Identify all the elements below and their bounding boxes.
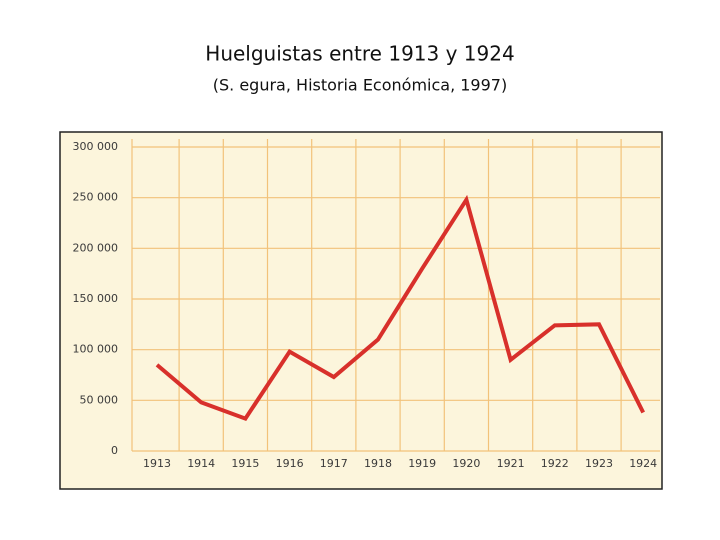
y-tick-label: 250 000: [73, 191, 119, 204]
x-tick-label: 1920: [452, 457, 480, 470]
x-tick-label: 1918: [364, 457, 392, 470]
plot-area: 0 50 000 100 000 150 000 200 000 250 000 300 0…: [73, 139, 660, 470]
x-tick-label: 1921: [497, 457, 525, 470]
x-tick-label: 1924: [629, 457, 657, 470]
y-tick-label: 100 000: [73, 343, 119, 356]
y-tick-label: 200 000: [73, 241, 119, 254]
x-tick-label: 1913: [143, 457, 171, 470]
x-tick-label: 1919: [408, 457, 436, 470]
chart-subtitle: (S. egura, Historia Económica, 1997): [213, 76, 507, 95]
x-tick-label: 1923: [585, 457, 613, 470]
y-tick-label: 0: [111, 444, 118, 457]
chart-frame: [59, 131, 663, 490]
y-tick-label: 50 000: [80, 393, 119, 406]
x-tick-label: 1922: [541, 457, 569, 470]
x-tick-label: 1915: [231, 457, 259, 470]
y-tick-label: 150 000: [73, 292, 119, 305]
x-tick-label: 1916: [276, 457, 304, 470]
y-tick-label: 300 000: [73, 140, 119, 153]
data-line: [155, 194, 645, 421]
chart-title: Huelguistas entre 1913 y 1924: [205, 42, 514, 66]
x-tick-label: 1914: [187, 457, 215, 470]
x-tick-label: 1917: [320, 457, 348, 470]
